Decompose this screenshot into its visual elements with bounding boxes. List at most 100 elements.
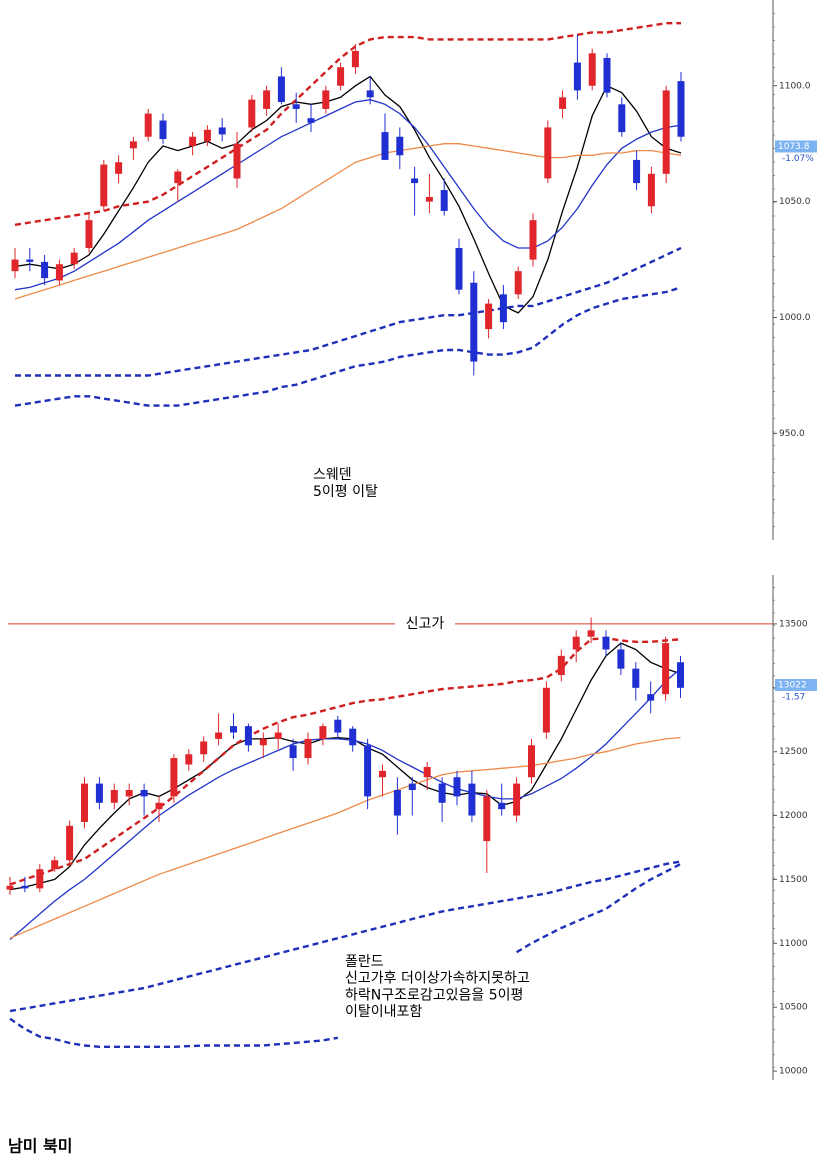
candle-body bbox=[603, 57, 611, 93]
candle-body bbox=[11, 259, 19, 272]
candle-body bbox=[170, 758, 178, 797]
candle-body bbox=[364, 745, 372, 797]
candle-body bbox=[274, 732, 282, 739]
candle-body bbox=[468, 783, 476, 816]
candle-body bbox=[559, 97, 567, 109]
candle-body bbox=[200, 741, 208, 755]
candle-body bbox=[189, 136, 197, 147]
candle-body bbox=[588, 53, 596, 86]
indicator-line bbox=[14, 22, 681, 226]
candle-body bbox=[129, 141, 137, 149]
candle-body bbox=[425, 196, 433, 202]
price-tag-value: 13022 bbox=[778, 680, 807, 690]
candle-body bbox=[26, 259, 34, 262]
candle-body bbox=[337, 67, 345, 86]
candle-body bbox=[304, 738, 312, 759]
candle-body bbox=[322, 90, 330, 109]
candle-body bbox=[85, 220, 93, 248]
candle-body bbox=[381, 132, 389, 160]
candle-body bbox=[677, 81, 685, 137]
candle-body bbox=[349, 728, 357, 746]
annotation: 하락N구조로감고있음을 5이평 bbox=[345, 987, 523, 1003]
candle-body bbox=[203, 129, 211, 142]
candle-body bbox=[140, 790, 148, 797]
candle-body bbox=[263, 90, 271, 109]
price-tag bbox=[775, 140, 817, 153]
y-tick-label: 13500 bbox=[779, 619, 808, 629]
candle-body bbox=[514, 271, 522, 295]
y-tick-label: 1050.0 bbox=[779, 197, 811, 207]
indicator-line bbox=[9, 860, 681, 1013]
candle-body bbox=[259, 738, 267, 746]
candle-body bbox=[233, 143, 241, 179]
candle-body bbox=[393, 790, 401, 816]
candle-body bbox=[573, 62, 581, 91]
y-tick-label: 10000 bbox=[779, 1067, 808, 1077]
candle-body bbox=[544, 127, 552, 179]
candle-body bbox=[334, 719, 342, 733]
candle-body bbox=[529, 220, 537, 260]
indicator-line bbox=[14, 286, 682, 407]
candle-body bbox=[602, 636, 610, 650]
candle-body bbox=[36, 869, 44, 889]
reference-label-bg bbox=[395, 614, 455, 633]
indicator-line bbox=[9, 636, 681, 886]
price-change: -1.57 bbox=[782, 692, 805, 702]
candle-body bbox=[55, 264, 63, 281]
candle-body bbox=[483, 796, 491, 842]
y-tick-label: 11500 bbox=[779, 875, 808, 885]
annotation: 신고가후 더이상가속하지못하고 bbox=[345, 971, 530, 987]
candle-body bbox=[632, 668, 640, 688]
candle-body bbox=[230, 726, 237, 733]
candle-body bbox=[455, 247, 463, 290]
indicator-line bbox=[9, 863, 682, 1048]
candle-body bbox=[572, 636, 580, 650]
candle-body bbox=[542, 687, 550, 733]
candle-body bbox=[498, 802, 506, 810]
candle-body bbox=[51, 860, 59, 870]
candle-body bbox=[215, 732, 223, 739]
candle-body bbox=[277, 76, 285, 102]
candle-body bbox=[41, 261, 49, 279]
candle-body bbox=[144, 113, 152, 137]
section-heading: 남미 북미 bbox=[8, 1137, 72, 1156]
candle-body bbox=[174, 171, 182, 184]
candle-body bbox=[513, 783, 521, 816]
candle-body bbox=[292, 104, 300, 109]
candle-body bbox=[485, 303, 493, 330]
indicator-line bbox=[14, 75, 682, 314]
candle-body bbox=[440, 190, 448, 211]
y-tick-label: 10500 bbox=[779, 1003, 808, 1013]
candle-body bbox=[248, 99, 256, 128]
candle-body bbox=[81, 783, 88, 822]
candle-body bbox=[662, 643, 670, 695]
candle-body bbox=[438, 783, 446, 803]
y-tick-label: 1100.0 bbox=[779, 81, 811, 91]
candle-body bbox=[319, 726, 327, 739]
candle-body bbox=[408, 783, 416, 791]
annotation: 5이평 이탈 bbox=[313, 484, 378, 500]
candle-body bbox=[617, 649, 625, 669]
candle-body bbox=[423, 767, 431, 778]
price-tag-value: 1073.8 bbox=[778, 142, 810, 152]
candle-body bbox=[351, 50, 359, 68]
candle-body bbox=[95, 783, 103, 803]
candle-body bbox=[557, 655, 565, 676]
candle-body bbox=[185, 754, 193, 765]
indicator-line bbox=[14, 99, 682, 291]
candle-body bbox=[662, 90, 670, 174]
candle-body bbox=[21, 885, 29, 889]
candle-body bbox=[618, 104, 626, 133]
indicator-line bbox=[9, 642, 681, 891]
candle-body bbox=[218, 127, 226, 135]
annotation: 스웨덴 bbox=[313, 467, 352, 483]
candle-body bbox=[528, 745, 535, 778]
candle-body bbox=[155, 802, 163, 810]
candle-body bbox=[66, 825, 74, 861]
y-tick-label: 11000 bbox=[779, 939, 808, 949]
candle-body bbox=[289, 745, 297, 759]
y-tick-label: 12000 bbox=[779, 811, 808, 821]
price-change: -1.07% bbox=[782, 154, 814, 164]
